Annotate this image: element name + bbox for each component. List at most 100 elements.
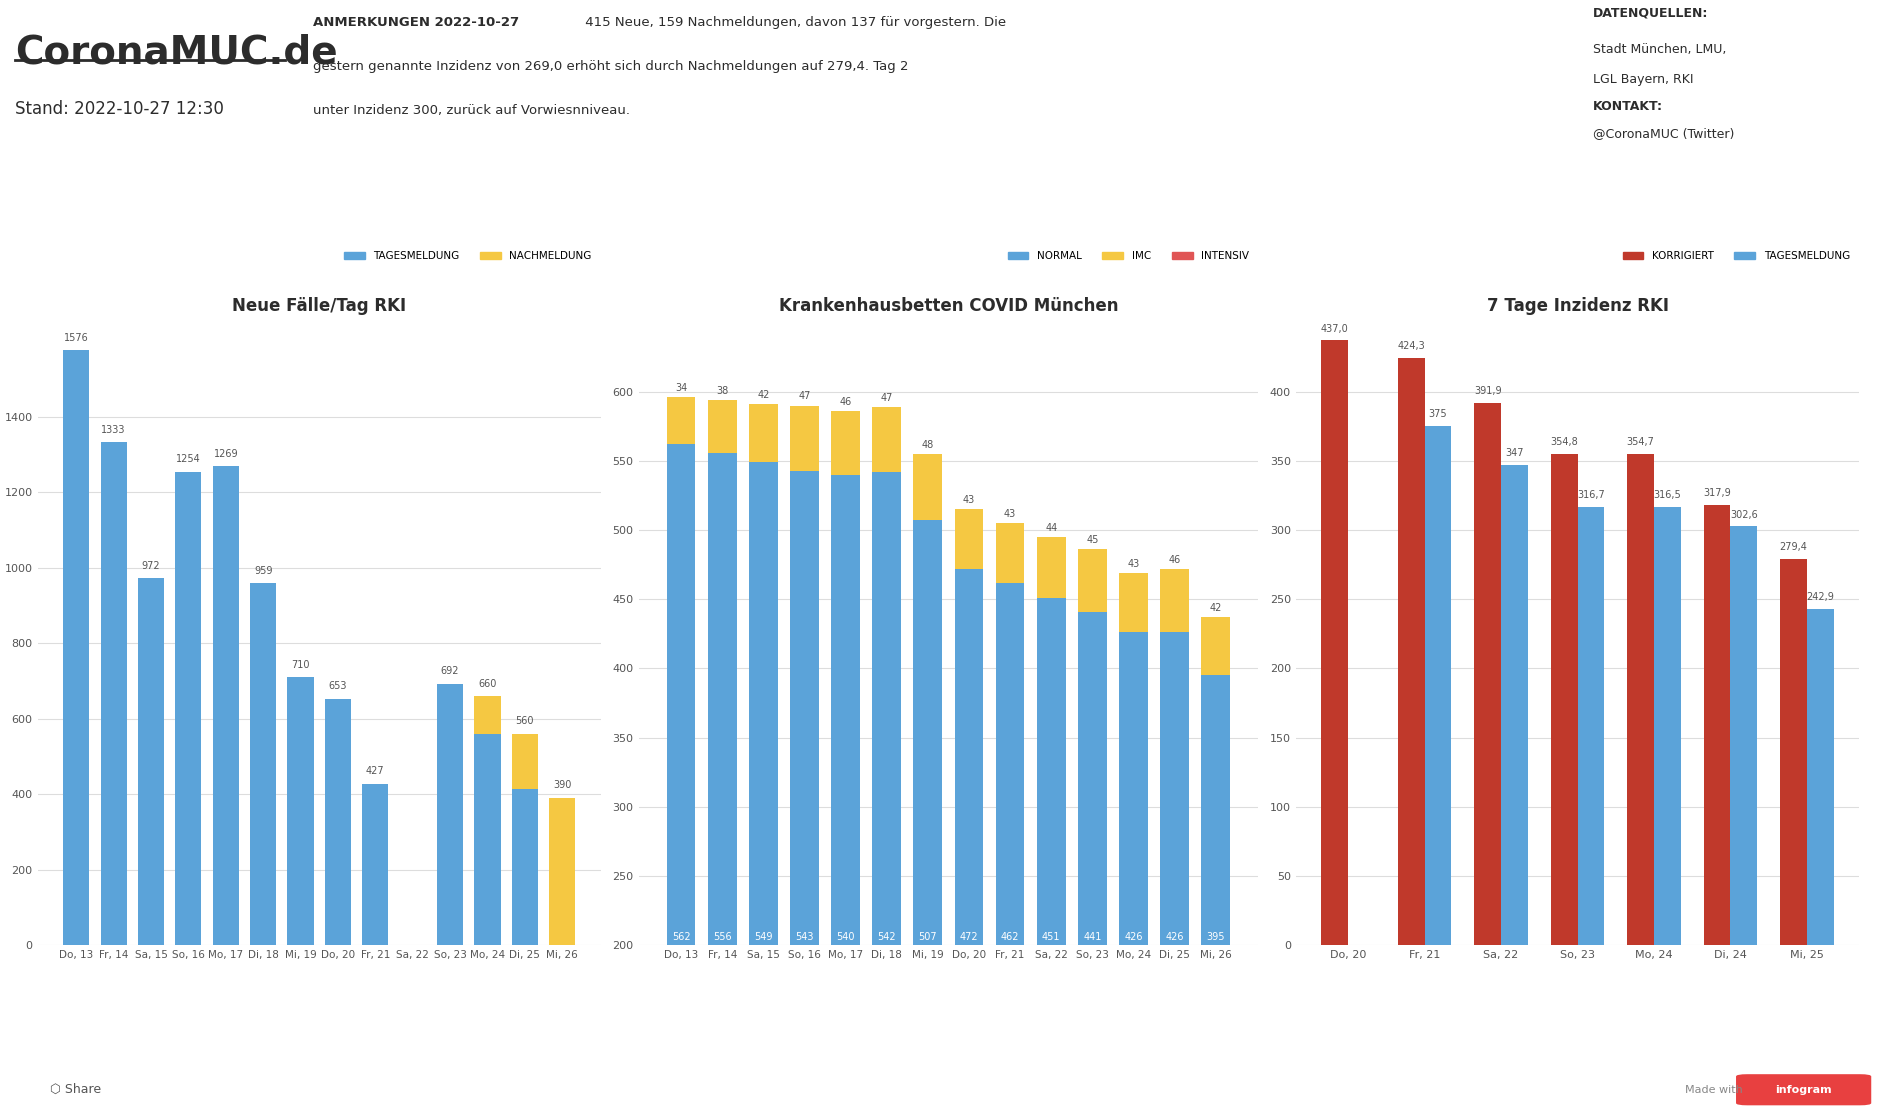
Bar [513,788,537,945]
Text: IMC: IMC [1112,267,1129,277]
Text: 42: 42 [1209,603,1223,613]
Text: 540: 540 [836,933,854,943]
Text: 42: 42 [757,390,770,400]
Text: 46: 46 [1168,555,1181,565]
Text: 347: 347 [1504,448,1523,458]
Text: 44: 44 [1044,523,1057,533]
Text: 354,8: 354,8 [1549,437,1578,447]
Bar [212,466,239,945]
Legend: NORMAL, IMC, INTENSIV: NORMAL, IMC, INTENSIV [1003,247,1253,265]
Text: 354,7: 354,7 [1626,437,1655,447]
Text: 43: 43 [1005,509,1016,519]
Bar [1551,454,1578,945]
Text: 395  15  42: 395 15 42 [1008,192,1183,221]
Bar [1578,507,1604,945]
Text: 542: 542 [877,933,896,943]
FancyBboxPatch shape [1735,1074,1870,1105]
Bar [1730,526,1758,945]
Bar [513,734,537,788]
Text: 10.185: 10.185 [717,193,847,227]
Text: Gesamt: 2.289: Gesamt: 2.289 [430,271,509,281]
Text: +0: +0 [441,193,498,227]
Text: 560: 560 [516,716,533,726]
Text: 47: 47 [798,391,811,401]
Text: 38: 38 [716,386,729,396]
Bar [1078,612,1106,1112]
Title: Neue Fälle/Tag RKI: Neue Fälle/Tag RKI [233,297,406,316]
Text: 242,9: 242,9 [1807,593,1835,603]
Bar [1161,569,1189,633]
Text: 462: 462 [1001,933,1020,943]
Bar [1202,675,1230,1112]
Text: Aktuell Infizierte:: Aktuell Infizierte: [1264,1011,1401,1024]
Text: 45: 45 [1085,535,1099,545]
Bar [1322,340,1348,945]
Bar [101,443,126,945]
Bar [438,684,464,945]
Text: 0,64: 0,64 [1363,193,1454,227]
Text: ANMERKUNGEN 2022-10-27: ANMERKUNGEN 2022-10-27 [314,16,520,29]
Legend: KORRIGIERT, TAGESMELDUNG: KORRIGIERT, TAGESMELDUNG [1619,247,1854,265]
Text: 426: 426 [1166,933,1183,943]
Bar [667,445,695,1112]
Bar [1807,609,1833,945]
Bar [287,677,314,945]
Bar [749,463,777,1112]
Text: 391,9: 391,9 [1474,386,1502,396]
Text: 660: 660 [479,678,496,688]
Bar [1161,633,1189,1112]
Bar [1474,403,1501,945]
Text: 426: 426 [1125,933,1142,943]
Bar [1626,455,1655,945]
Text: Stand: 2022-10-27 12:30: Stand: 2022-10-27 12:30 [15,100,223,118]
Bar [954,509,984,569]
Text: 972: 972 [141,560,160,570]
Text: 451: 451 [1042,933,1061,943]
Text: 959: 959 [254,566,272,576]
Bar [791,470,819,1112]
Legend: TAGESMELDUNG, NACHMELDUNG: TAGESMELDUNG, NACHMELDUNG [340,247,595,265]
Text: 390: 390 [554,781,571,791]
Text: 415 Neue, 159 Nachmeldungen, davon 137 für vorgestern. Die: 415 Neue, 159 Nachmeldungen, davon 137 f… [582,16,1007,29]
Bar [871,407,901,471]
Text: ⬡ Share: ⬡ Share [49,1083,101,1096]
Text: 43: 43 [963,495,975,505]
Text: KRANKENHAUSBETTEN COVID: KRANKENHAUSBETTEN COVID [1003,157,1189,167]
Text: 653: 653 [329,682,347,692]
Bar [362,784,389,945]
Text: @CoronaMUC (Twitter): @CoronaMUC (Twitter) [1593,127,1733,140]
Text: 692: 692 [441,666,460,676]
Text: 316,5: 316,5 [1653,490,1681,500]
Title: Krankenhausbetten COVID München: Krankenhausbetten COVID München [779,297,1117,316]
Text: 562: 562 [672,933,691,943]
Bar [1397,358,1425,945]
Bar [1655,507,1681,945]
Bar [325,698,351,945]
Text: 316,7: 316,7 [1578,490,1606,500]
Text: 302,6: 302,6 [1730,509,1758,519]
Bar [871,471,901,1112]
Text: 1333: 1333 [101,425,126,435]
Text: gestern genannte Inzidenz von 269,0 erhöht sich durch Nachmeldungen auf 279,4. T: gestern genannte Inzidenz von 269,0 erhö… [314,60,909,73]
Text: 1576: 1576 [64,332,88,342]
Text: 43: 43 [1127,559,1140,569]
Text: 279,4: 279,4 [1780,542,1807,552]
Text: REPRODUKTIONSWERT: REPRODUKTIONSWERT [1337,157,1480,167]
Text: 47: 47 [881,393,892,403]
Text: 1269: 1269 [214,449,239,459]
Text: 424,3: 424,3 [1397,341,1425,351]
Bar [1078,549,1106,612]
Text: 507: 507 [918,933,937,943]
Text: 472: 472 [960,933,978,943]
Text: Gesamt: 689.642: Gesamt: 689.642 [111,271,201,281]
Text: 549: 549 [755,933,772,943]
Text: 395: 395 [1206,933,1224,943]
Bar [832,475,860,1112]
Text: unter Inzidenz 300, zurück auf Vorwiesnniveau.: unter Inzidenz 300, zurück auf Vorwiesnn… [314,105,631,117]
Text: 556: 556 [714,933,732,943]
Text: 48: 48 [922,439,933,449]
Text: BESTÄTIGTE FÄLLE: BESTÄTIGTE FÄLLE [100,157,214,167]
Bar [175,471,201,945]
Bar [1037,537,1065,598]
Bar [995,583,1025,1112]
